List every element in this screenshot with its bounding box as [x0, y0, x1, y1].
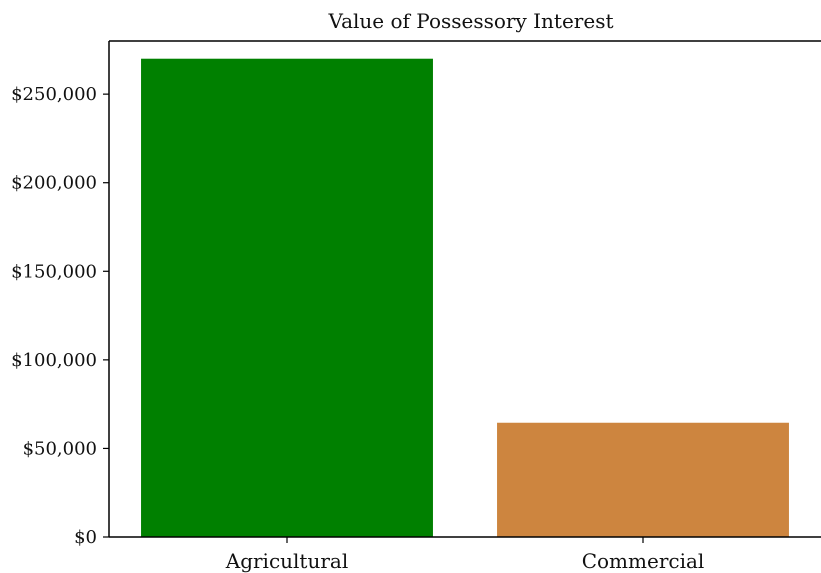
bar-commercial [497, 422, 789, 537]
x-tick-label: Commercial [582, 549, 705, 573]
x-axis: Agricultural Commercial [225, 537, 705, 573]
chart-title: Value of Possessory Interest [328, 9, 614, 33]
bar-agricultural [141, 58, 433, 537]
y-tick-label: $150,000 [11, 261, 97, 282]
y-tick-label: $100,000 [11, 350, 97, 371]
x-tick-label: Agricultural [225, 549, 348, 573]
y-axis: $0 $50,000 $100,000 $150,000 $200,000 $250,00… [11, 84, 109, 548]
bars [141, 58, 789, 537]
y-tick-label: $250,000 [11, 84, 97, 105]
y-tick-label: $50,000 [23, 438, 97, 459]
y-tick-label: $0 [74, 527, 97, 548]
y-tick-label: $200,000 [11, 173, 97, 194]
